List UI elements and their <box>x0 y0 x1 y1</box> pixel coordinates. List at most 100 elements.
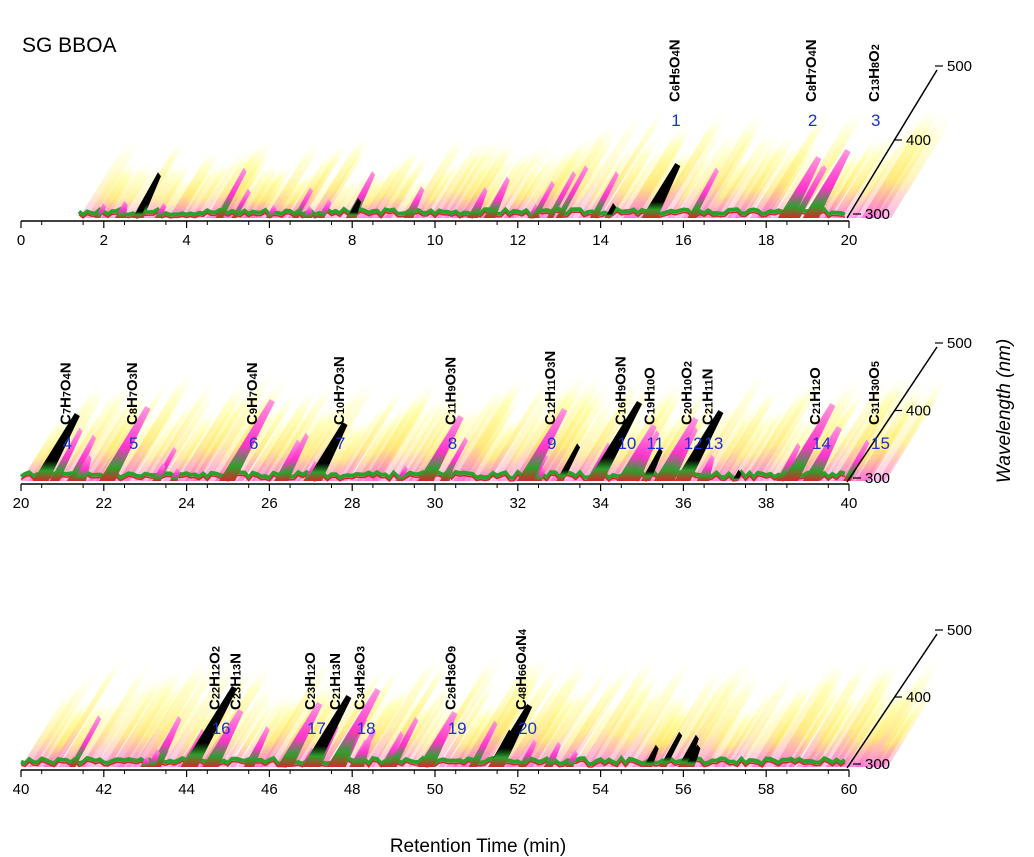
peak-formula-5: C8H7O3N <box>124 362 141 425</box>
formula-subscript: 11 <box>546 379 558 391</box>
wavelength-axis: 300 400 500 <box>846 58 972 223</box>
formula-element: H <box>207 676 224 687</box>
labeled-peak-16 <box>181 686 237 767</box>
wavelength-axis-line <box>846 69 938 219</box>
formula-element: C <box>124 414 141 425</box>
formula-element: C <box>803 91 820 102</box>
minor-peak <box>303 460 318 481</box>
formula-element: N <box>666 39 683 50</box>
minor-peak <box>530 180 555 218</box>
x-tick-label: 34 <box>592 495 609 512</box>
minor-peak <box>518 739 537 767</box>
minor-peak <box>302 205 313 218</box>
labeled-peak-3 <box>802 149 851 218</box>
minor-peak <box>292 187 314 218</box>
haze-band <box>877 372 954 481</box>
haze-band <box>490 379 564 481</box>
x-tick-label: 20 <box>13 495 30 512</box>
peak-formula-14: C21H12O <box>807 367 824 425</box>
minor-peak <box>546 170 577 218</box>
haze-band <box>542 385 615 481</box>
x-axis: 40 42 44 46 48 50 52 54 56 58 60 <box>13 769 857 798</box>
peak-formula-15: C31H30O5 <box>866 361 883 425</box>
formula-element: C <box>227 699 244 710</box>
haze-band <box>88 676 152 767</box>
minor-peak <box>687 167 719 218</box>
formula-subscript: 3 <box>335 367 347 373</box>
minor-peak <box>543 741 561 767</box>
minor-peak <box>843 439 870 481</box>
minor-peak <box>345 170 376 218</box>
minor-peak <box>565 749 578 767</box>
minor-peak <box>677 734 699 767</box>
haze-band <box>319 662 391 767</box>
formula-element: H <box>58 397 75 408</box>
haze-band <box>512 658 593 767</box>
formula-element: O <box>352 652 369 664</box>
formula-element: O <box>542 367 559 379</box>
haze-band <box>876 110 958 218</box>
peak-number-2: 2 <box>808 111 817 130</box>
haze-band <box>758 410 812 481</box>
haze-band <box>175 165 218 218</box>
x-tick-label: 50 <box>427 781 444 798</box>
haze-band <box>363 652 445 767</box>
x-tick-label: 6 <box>265 232 273 249</box>
peak-formula-4: C7H7O4N <box>58 362 75 425</box>
formula-element: O <box>612 373 629 385</box>
formula-element: H <box>327 676 344 687</box>
labeled-peak-15 <box>802 426 842 481</box>
labeled-peak-1 <box>202 709 244 767</box>
peak-formula-11: C19H10O <box>641 367 658 425</box>
peak-annotations: C22H12O216C23H13NC23H12O17C21H13NC34H26O… <box>207 628 537 738</box>
x-tick-label: 48 <box>344 781 361 798</box>
formula-subscript: 13 <box>870 79 882 91</box>
haze-band <box>317 142 372 218</box>
formula-subscript: 8 <box>870 62 882 68</box>
formula-element: N <box>513 635 530 646</box>
haze-band <box>78 137 143 218</box>
haze-band <box>714 384 784 481</box>
wavelength-tick-label: 300 <box>865 206 890 223</box>
formula-element: H <box>302 676 319 687</box>
haze-band <box>652 108 730 218</box>
formula-subscript: 21 <box>703 402 715 414</box>
formula-element: O <box>124 379 141 391</box>
formula-subscript: 26 <box>447 687 459 699</box>
x-tick-label: 54 <box>592 781 609 798</box>
haze-band <box>564 657 640 767</box>
formula-subscript: 21 <box>811 402 823 414</box>
x-tick-label: 0 <box>17 232 25 249</box>
haze-band <box>863 389 927 481</box>
wavelength-axis-line <box>846 346 938 483</box>
formula-element: C <box>866 414 883 425</box>
formula-element: H <box>699 391 716 402</box>
peak-number-11: 11 <box>646 434 664 453</box>
wavelength-axis: 300 400 500 <box>846 335 972 487</box>
minor-peak <box>604 203 617 218</box>
panel-3: 40 42 44 46 48 50 52 54 56 58 60300400500C22H12O21… <box>13 622 972 798</box>
minor-peak <box>274 439 301 481</box>
haze-band <box>511 150 560 218</box>
minor-peak <box>792 165 825 218</box>
x-tick-label: 4 <box>182 232 190 249</box>
haze-band <box>50 653 128 767</box>
formula-element: H <box>866 68 883 79</box>
peak-number-1: 1 <box>671 111 680 130</box>
formula-subscript: 20 <box>683 402 695 414</box>
formula-element: H <box>227 676 244 687</box>
haze-band <box>608 154 657 218</box>
chart-title: SG BBOA <box>22 34 117 57</box>
minor-peak <box>94 202 107 218</box>
minor-peak <box>640 447 663 481</box>
wavelength-tick-label: 400 <box>906 689 931 706</box>
haze-band <box>564 405 622 481</box>
formula-element: C <box>699 414 716 425</box>
y-axis-label: Wavelength (nm) <box>994 339 1015 483</box>
minor-peak <box>467 187 488 218</box>
x-tick-label: 36 <box>675 495 692 512</box>
haze-band <box>421 156 470 218</box>
minor-peak <box>589 171 619 218</box>
formula-subscript: 8 <box>807 85 819 91</box>
